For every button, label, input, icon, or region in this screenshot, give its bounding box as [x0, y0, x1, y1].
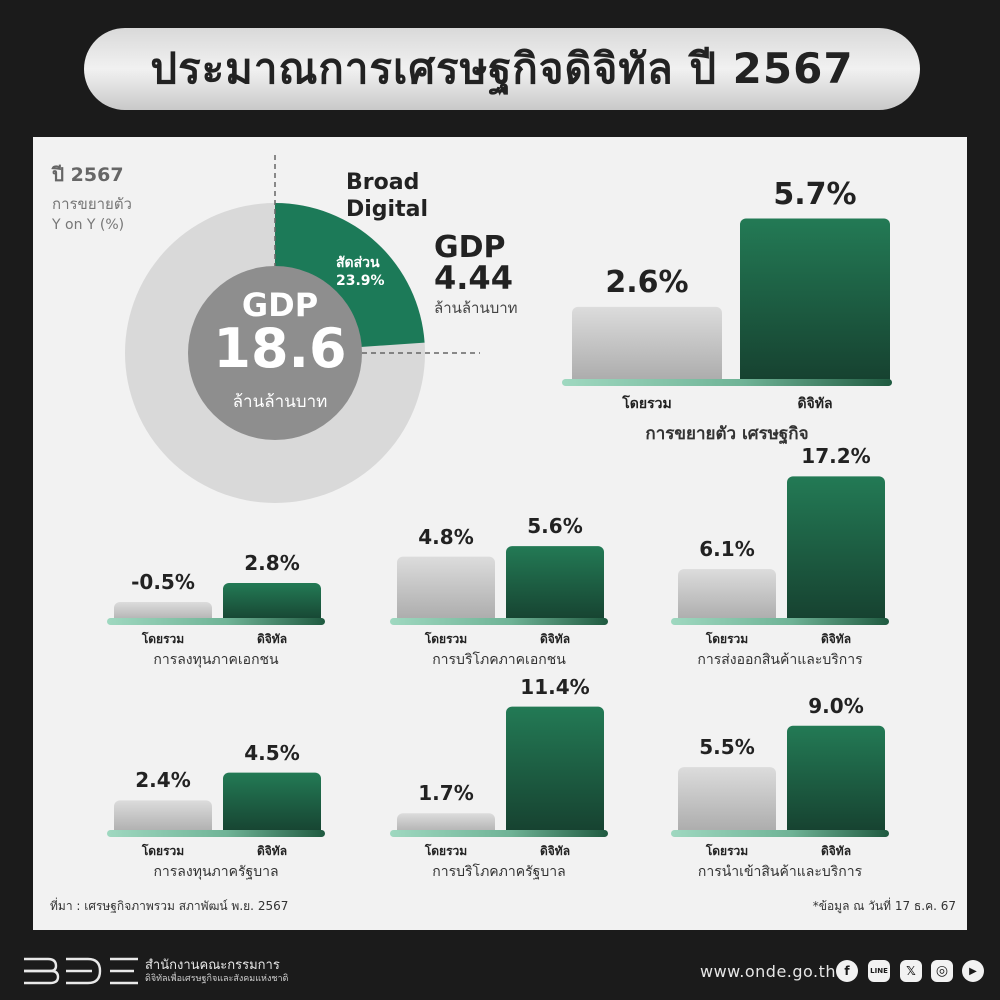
slice-title-1: Broad — [346, 170, 420, 195]
data-label-digital: 9.0% — [808, 693, 864, 718]
slice-gdp-unit: ล้านล้านบาท — [434, 299, 518, 317]
slice-share-value: 23.9% — [336, 273, 385, 289]
chart-baseline — [390, 830, 608, 837]
data-label-overall: 2.6% — [605, 264, 689, 300]
donut-center-circle — [188, 266, 362, 440]
slice-gdp-value: 4.44 — [434, 259, 513, 297]
org-name-line1: สำนักงานคณะกรรมการ — [145, 958, 280, 973]
donut-subtitle-2: Y on Y (%) — [52, 217, 125, 233]
category-label-overall: โดยรวม — [705, 844, 749, 858]
chart-title: การบริโภคภาครัฐบาล — [432, 864, 566, 880]
chart-baseline — [107, 830, 325, 837]
chart-baseline — [107, 618, 325, 625]
slice-share-label: สัดส่วน — [336, 255, 380, 271]
data-label-digital: 11.4% — [520, 674, 590, 699]
chart-title: การบริโภคภาคเอกชน — [432, 652, 566, 668]
category-label-digital: ดิจิทัล — [256, 844, 288, 858]
website-link[interactable]: www.onde.go.th — [700, 962, 837, 981]
donut-center-value: 18.6 — [213, 317, 347, 380]
chart-baseline — [671, 830, 889, 837]
data-label-overall: 4.8% — [418, 524, 474, 549]
data-label-overall: 1.7% — [418, 781, 474, 806]
bar-digital — [740, 218, 890, 385]
chart-title: การส่งออกสินค้าและบริการ — [697, 652, 863, 668]
x-icon[interactable]: 𝕏 — [900, 960, 922, 982]
chart-baseline — [671, 618, 889, 625]
chart-title: การลงทุนภาครัฐบาล — [153, 864, 279, 880]
category-label-overall: โดยรวม — [141, 844, 185, 858]
bar-digital — [223, 583, 321, 624]
bar-overall — [678, 767, 776, 836]
bar-digital — [787, 476, 885, 624]
bde-logo — [22, 955, 140, 991]
chart-baseline — [390, 618, 608, 625]
data-label-overall: 5.5% — [699, 735, 755, 760]
org-name-line2: ดิจิทัลเพื่อเศรษฐกิจและสังคมแห่งชาติ — [145, 974, 289, 985]
data-label-overall: -0.5% — [131, 570, 195, 594]
data-label-overall: 2.4% — [135, 768, 191, 793]
data-label-digital: 4.5% — [244, 740, 300, 765]
chart-title: การขยายตัว เศรษฐกิจ — [645, 424, 809, 444]
bar-overall — [572, 306, 722, 385]
facebook-icon[interactable]: f — [836, 960, 858, 982]
category-label-digital: ดิจิทัล — [797, 396, 833, 412]
donut-center-gdp: GDP — [241, 286, 319, 324]
title-banner: ประมาณการเศรษฐกิจดิจิทัล ปี 2567 — [84, 28, 920, 110]
bar-digital — [787, 725, 885, 836]
bar-digital — [506, 546, 604, 624]
data-label-digital: 2.8% — [244, 551, 300, 576]
bar-overall — [678, 569, 776, 624]
donut-center-unit: ล้านล้านบาท — [232, 392, 328, 412]
source-note: ที่มา : เศรษฐกิจภาพรวม สภาพัฒน์ พ.ย. 256… — [50, 899, 289, 913]
category-label-digital: ดิจิทัล — [256, 632, 288, 646]
instagram-icon[interactable]: ◎ — [931, 960, 953, 982]
slice-gdp-label: GDP — [434, 230, 506, 265]
data-label-digital: 17.2% — [801, 444, 871, 469]
page-title: ประมาณการเศรษฐกิจดิจิทัล ปี 2567 — [150, 44, 854, 93]
category-label-digital: ดิจิทัล — [820, 632, 852, 646]
data-date-note: *ข้อมูล ณ วันที่ 17 ธ.ค. 67 — [812, 899, 956, 913]
category-label-overall: โดยรวม — [705, 632, 749, 646]
line-icon[interactable]: LINE — [868, 960, 890, 982]
category-label-digital: ดิจิทัล — [539, 844, 571, 858]
slice-title-2: Digital — [346, 197, 428, 222]
category-label-digital: ดิจิทัล — [539, 632, 571, 646]
org-name: สำนักงานคณะกรรมการ ดิจิทัลเพื่อเศรษฐกิจแ… — [145, 958, 288, 986]
donut-subtitle-1: การขยายตัว — [52, 195, 132, 213]
category-label-overall: โดยรวม — [141, 632, 185, 646]
data-label-overall: 6.1% — [699, 537, 755, 562]
data-label-digital: 5.6% — [527, 514, 583, 539]
category-label-digital: ดิจิทัล — [820, 844, 852, 858]
bar-digital — [223, 772, 321, 836]
donut-year-label: ปี 2567 — [52, 164, 124, 186]
category-label-overall: โดยรวม — [424, 844, 468, 858]
chart-title: การนำเข้าสินค้าและบริการ — [697, 864, 863, 880]
data-label-digital: 5.7% — [773, 176, 857, 212]
bar-overall — [114, 800, 212, 836]
category-label-overall: โดยรวม — [622, 396, 672, 412]
category-label-overall: โดยรวม — [424, 632, 468, 646]
youtube-icon[interactable]: ▶ — [962, 960, 984, 982]
chart-title: การลงทุนภาคเอกชน — [153, 652, 279, 668]
bar-digital — [506, 706, 604, 836]
bar-overall — [397, 556, 495, 624]
chart-baseline — [562, 379, 892, 386]
